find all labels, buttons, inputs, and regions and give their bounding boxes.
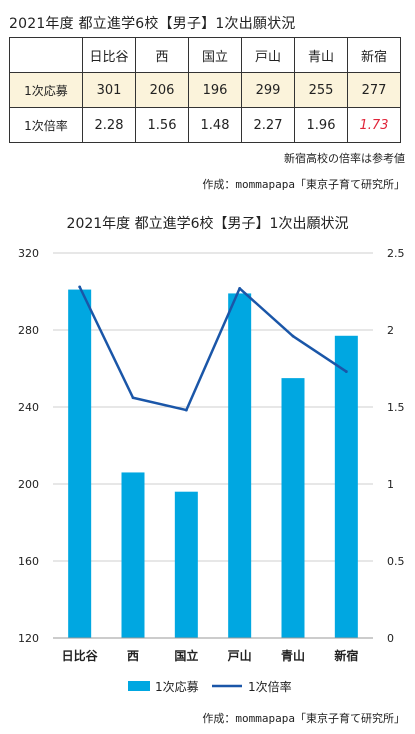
table-cell: 255 <box>294 72 348 108</box>
table-row: 1次倍率 2.28 1.56 1.48 2.27 1.96 1.73 <box>9 107 401 143</box>
page-title: 2021年度 都立進学6校【男子】1次出願状況 <box>9 16 296 32</box>
y-left-tick-label: 280 <box>18 324 39 337</box>
table-header-cell: 日比谷 <box>82 37 136 73</box>
table-header-row: 日比谷 西 国立 戸山 青山 新宿 <box>9 37 401 73</box>
x-tick-label: 新宿 <box>334 648 358 663</box>
legend-bar-label: 1次応募 <box>155 680 199 694</box>
bar <box>68 289 92 638</box>
x-tick-label: 日比谷 <box>62 648 99 663</box>
bar <box>334 335 358 638</box>
y-left-tick-label: 120 <box>18 632 39 645</box>
x-tick-label: 青山 <box>281 648 305 663</box>
table-row: 1次応募 301 206 196 299 255 277 <box>9 72 401 108</box>
legend-line-label: 1次倍率 <box>248 679 292 694</box>
y-right-tick-label: 2 <box>387 324 394 337</box>
line-point <box>344 370 348 373</box>
x-tick-label: 戸山 <box>228 648 252 663</box>
y-right-tick-label: 0 <box>387 632 394 645</box>
y-left-tick-label: 240 <box>18 401 39 414</box>
chart-title: 2021年度 都立進学6校【男子】1次出願状況 <box>66 216 349 232</box>
bar <box>121 472 145 638</box>
y-right-tick-label: 2.5 <box>387 247 405 260</box>
table-cell: 301 <box>82 72 136 108</box>
table-header-cell: 西 <box>135 37 189 73</box>
line-point <box>131 396 135 400</box>
x-tick-label: 西 <box>127 649 139 663</box>
line-point <box>78 285 82 289</box>
line-point <box>291 334 295 338</box>
bar <box>174 491 198 638</box>
table-cell: 1.56 <box>135 107 189 143</box>
line-point <box>238 287 242 290</box>
line-point <box>184 408 188 412</box>
y-right-tick-label: 1.5 <box>387 401 405 414</box>
table-cell: 206 <box>135 72 189 108</box>
y-left-tick-label: 320 <box>18 247 39 260</box>
table-row-label: 1次応募 <box>9 72 83 108</box>
credit-top: 作成：mommapapa「東京子育て研究所」 <box>202 178 405 191</box>
table-cell: 196 <box>188 72 242 108</box>
y-right-tick-label: 1 <box>387 478 394 491</box>
bar <box>228 293 252 638</box>
bar <box>281 378 305 638</box>
y-right-tick-label: 0.5 <box>387 555 405 568</box>
x-tick-label: 国立 <box>174 648 198 663</box>
data-table: 日比谷 西 国立 戸山 青山 新宿 1次応募 301 206 196 299 2… <box>9 37 401 143</box>
table-cell: 299 <box>241 72 295 108</box>
table-header-cell: 新宿 <box>347 37 401 73</box>
series-line <box>78 286 348 412</box>
y-left-tick-label: 160 <box>18 555 39 568</box>
y-left-tick-label: 200 <box>18 478 39 491</box>
credit-bottom: 作成：mommapapa「東京子育て研究所」 <box>202 712 405 725</box>
table-header-cell: 戸山 <box>241 37 295 73</box>
footnote: 新宿高校の倍率は参考値 <box>284 152 405 165</box>
table-cell-highlight: 1.73 <box>347 107 401 143</box>
legend-bar-swatch <box>128 681 150 691</box>
table-row-label: 1次倍率 <box>9 107 83 143</box>
table-cell: 1.48 <box>188 107 242 143</box>
table-cell: 2.28 <box>82 107 136 143</box>
